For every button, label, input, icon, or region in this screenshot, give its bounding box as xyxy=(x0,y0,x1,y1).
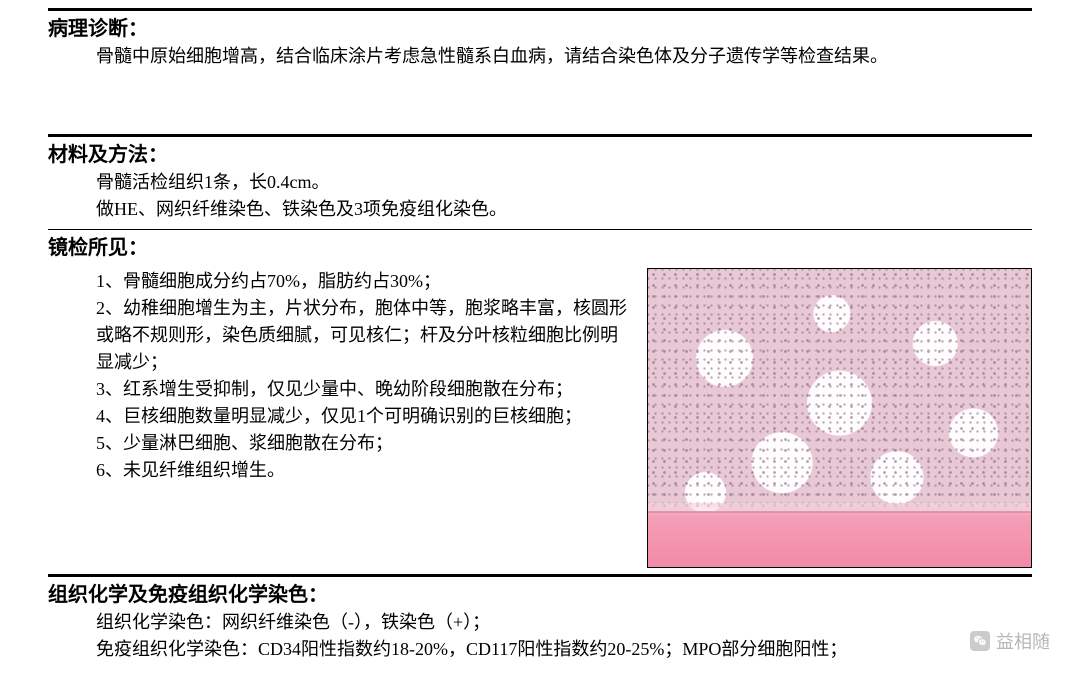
report-page: 病理诊断： 骨髓中原始细胞增高，结合临床涂片考虑急性髓系白血病，请结合染色体及分… xyxy=(0,0,1080,676)
materials-title: 材料及方法： xyxy=(48,141,1032,169)
section-diagnosis: 病理诊断： 骨髓中原始细胞增高，结合临床涂片考虑急性髓系白血病，请结合染色体及分… xyxy=(0,15,1080,70)
findings-wrap: 1、骨髓细胞成分约占70%，脂肪约占30%； 2、幼稚细胞增生为主，片状分布，胞… xyxy=(0,262,1080,574)
rule-histochem-top xyxy=(48,574,1032,577)
section-materials: 材料及方法： 骨髓活检组织1条，长0.4cm。 做HE、网织纤维染色、铁染色及3… xyxy=(0,141,1080,223)
rule-materials-top xyxy=(48,134,1032,137)
diagnosis-title: 病理诊断： xyxy=(48,15,1032,43)
histochem-line: 组织化学染色：网织纤维染色（-），铁染色（+）； xyxy=(96,609,1032,636)
materials-body: 骨髓活检组织1条，长0.4cm。 做HE、网织纤维染色、铁染色及3项免疫组化染色… xyxy=(48,169,1032,223)
histochem-title: 组织化学及免疫组织化学染色： xyxy=(48,581,1032,609)
watermark: 益相随 xyxy=(970,628,1050,654)
findings-item: 5、少量淋巴细胞、浆细胞散在分布； xyxy=(96,430,635,457)
histochem-line: 免疫组织化学染色：CD34阳性指数约18-20%，CD117阳性指数约20-25… xyxy=(96,636,1032,663)
tissue-eosinophilic-band xyxy=(648,511,1031,567)
findings-item: 6、未见纤维组织增生。 xyxy=(96,457,635,484)
diagnosis-body: 骨髓中原始细胞增高，结合临床涂片考虑急性髓系白血病，请结合染色体及分子遗传学等检… xyxy=(48,43,1032,70)
histochem-body: 组织化学染色：网织纤维染色（-），铁染色（+）； 免疫组织化学染色：CD34阳性… xyxy=(48,609,1032,663)
rule-materials-bottom xyxy=(48,229,1032,230)
findings-item: 4、巨核细胞数量明显减少，仅见1个可明确识别的巨核细胞； xyxy=(96,403,635,430)
findings-item: 3、红系增生受抑制，仅见少量中、晚幼阶段细胞散在分布； xyxy=(96,376,635,403)
materials-line: 做HE、网织纤维染色、铁染色及3项免疫组化染色。 xyxy=(96,196,1032,223)
findings-item: 1、骨髓细胞成分约占70%，脂肪约占30%； xyxy=(96,268,635,295)
findings-text: 1、骨髓细胞成分约占70%，脂肪约占30%； 2、幼稚细胞增生为主，片状分布，胞… xyxy=(48,268,635,568)
section-histochem: 组织化学及免疫组织化学染色： 组织化学染色：网织纤维染色（-），铁染色（+）； … xyxy=(0,581,1080,663)
findings-item: 2、幼稚细胞增生为主，片状分布，胞体中等，胞浆略丰富，核圆形或略不规则形，染色质… xyxy=(96,295,635,376)
watermark-text: 益相随 xyxy=(996,628,1050,654)
histology-image xyxy=(647,268,1032,568)
wechat-icon xyxy=(970,631,990,651)
rule-top xyxy=(48,8,1032,11)
findings-title: 镜检所见： xyxy=(48,234,1032,262)
materials-line: 骨髓活检组织1条，长0.4cm。 xyxy=(96,169,1032,196)
section-findings-title: 镜检所见： xyxy=(0,234,1080,262)
